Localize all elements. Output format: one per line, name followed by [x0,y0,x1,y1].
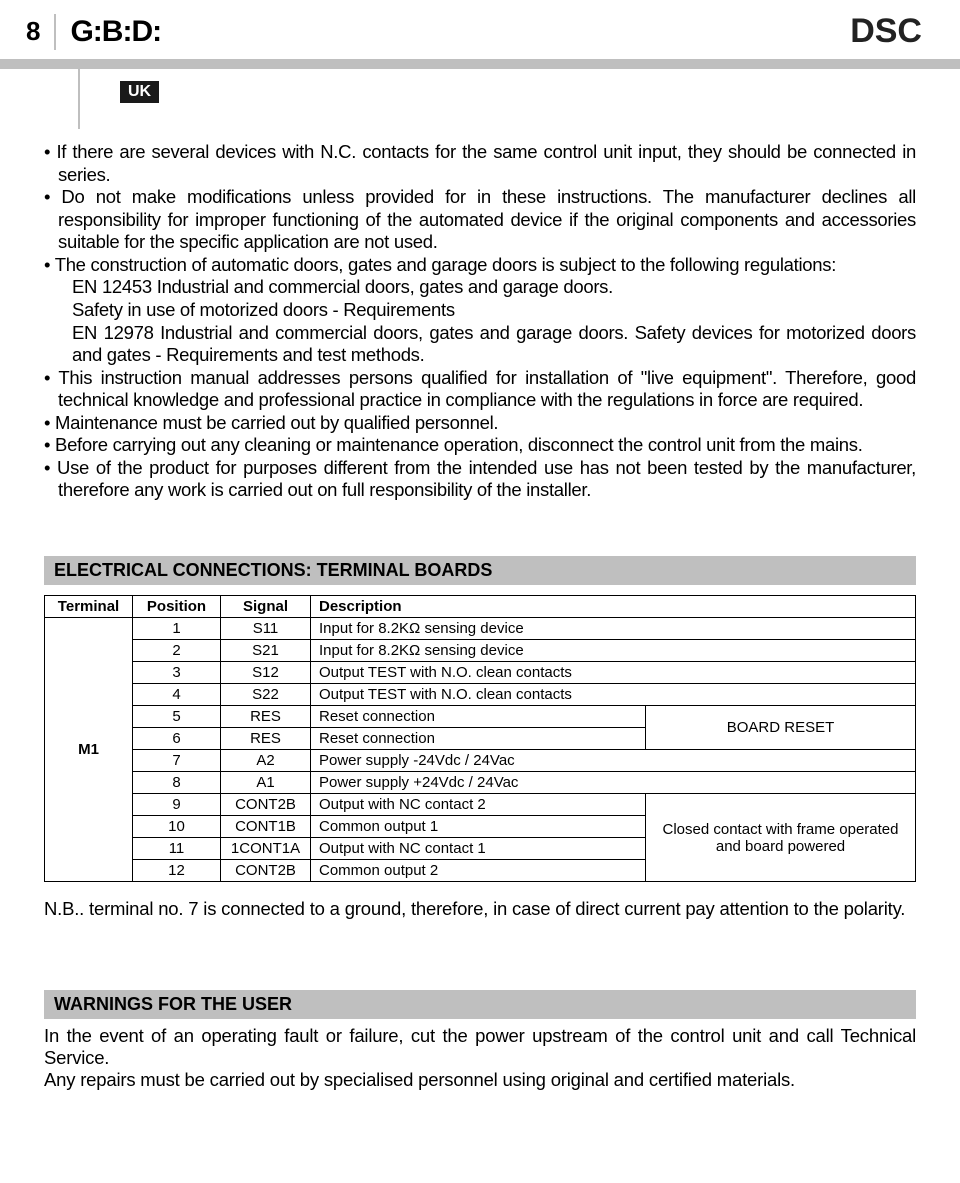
header-divider [0,59,960,69]
cell-desc: Reset connection [311,706,646,728]
col-signal: Signal [221,596,311,618]
cell-desc: Reset connection [311,728,646,750]
list-item: If there are several devices with N.C. c… [44,141,916,186]
page-header: 8 G:B:D: DSC [0,0,960,59]
brand-logo: G:B:D: [70,15,161,49]
cell-sig: CONT2B [221,860,311,882]
cell-desc: Input for 8.2KΩ sensing device [311,618,916,640]
cell-sig: CONT2B [221,794,311,816]
nb-note: N.B.. terminal no. 7 is connected to a g… [44,898,916,920]
model-label: DSC [850,12,922,51]
table-row: 2 S21 Input for 8.2KΩ sensing device [45,640,916,662]
list-item: This instruction manual addresses person… [44,367,916,412]
cell-desc: Output TEST with N.O. clean contacts [311,662,916,684]
terminal-table: Terminal Position Signal Description M1 … [44,595,916,882]
list-item: The construction of automatic doors, gat… [44,254,916,367]
cell-pos: 7 [133,750,221,772]
table-row: 9 CONT2B Output with NC contact 2 Closed… [45,794,916,816]
cell-pos: 12 [133,860,221,882]
cell-pos: 6 [133,728,221,750]
list-item: Do not make modifications unless provide… [44,186,916,254]
cell-sig: S12 [221,662,311,684]
warning-paragraph: Any repairs must be carried out by speci… [44,1069,916,1091]
cell-pos: 4 [133,684,221,706]
cell-pos: 10 [133,816,221,838]
list-item: Use of the product for purposes differen… [44,457,916,502]
terminal-cell: M1 [45,618,133,882]
sub-reg: Safety in use of motorized doors - Requi… [58,299,916,322]
cell-desc: Output with NC contact 1 [311,838,646,860]
cell-sig: S21 [221,640,311,662]
cell-desc: Output TEST with N.O. clean contacts [311,684,916,706]
cell-pos: 11 [133,838,221,860]
cell-pos: 3 [133,662,221,684]
cell-desc: Common output 2 [311,860,646,882]
table-row: 3 S12 Output TEST with N.O. clean contac… [45,662,916,684]
language-badge: UK [120,81,159,103]
list-item-text: The construction of automatic doors, gat… [55,254,836,275]
cell-desc: Input for 8.2KΩ sensing device [311,640,916,662]
warning-paragraph: In the event of an operating fault or fa… [44,1025,916,1069]
cell-pos: 2 [133,640,221,662]
table-row: 8 A1 Power supply +24Vdc / 24Vac [45,772,916,794]
cell-sig: A1 [221,772,311,794]
cell-sig: RES [221,728,311,750]
section-heading-warnings: WARNINGS FOR THE USER [44,990,916,1019]
sub-reg: EN 12453 Industrial and commercial doors… [58,276,916,299]
list-item: Maintenance must be carried out by quali… [44,412,916,435]
page-number: 8 [26,16,40,47]
cell-sig: 1CONT1A [221,838,311,860]
list-item: Before carrying out any cleaning or main… [44,434,916,457]
cell-desc: Power supply +24Vdc / 24Vac [311,772,916,794]
cell-desc: Output with NC contact 2 [311,794,646,816]
cell-sig: CONT1B [221,816,311,838]
col-position: Position [133,596,221,618]
table-header-row: Terminal Position Signal Description [45,596,916,618]
page-content: If there are several devices with N.C. c… [0,129,960,1092]
cell-pos: 5 [133,706,221,728]
cell-sig: A2 [221,750,311,772]
table-row: M1 1 S11 Input for 8.2KΩ sensing device [45,618,916,640]
note-closed-contact: Closed contact with frame operated and b… [646,794,916,882]
note-board-reset: BOARD RESET [646,706,916,750]
cell-pos: 9 [133,794,221,816]
cell-pos: 1 [133,618,221,640]
col-description: Description [311,596,916,618]
col-terminal: Terminal [45,596,133,618]
cell-sig: RES [221,706,311,728]
table-row: 7 A2 Power supply -24Vdc / 24Vac [45,750,916,772]
cell-sig: S22 [221,684,311,706]
cell-sig: S11 [221,618,311,640]
table-row: 4 S22 Output TEST with N.O. clean contac… [45,684,916,706]
cell-pos: 8 [133,772,221,794]
instruction-list: If there are several devices with N.C. c… [44,141,916,502]
cell-desc: Common output 1 [311,816,646,838]
cell-desc: Power supply -24Vdc / 24Vac [311,750,916,772]
table-row: 5 RES Reset connection BOARD RESET [45,706,916,728]
section-heading-connections: ELECTRICAL CONNECTIONS: TERMINAL BOARDS [44,556,916,585]
sub-reg: EN 12978 Industrial and commercial doors… [58,322,916,367]
